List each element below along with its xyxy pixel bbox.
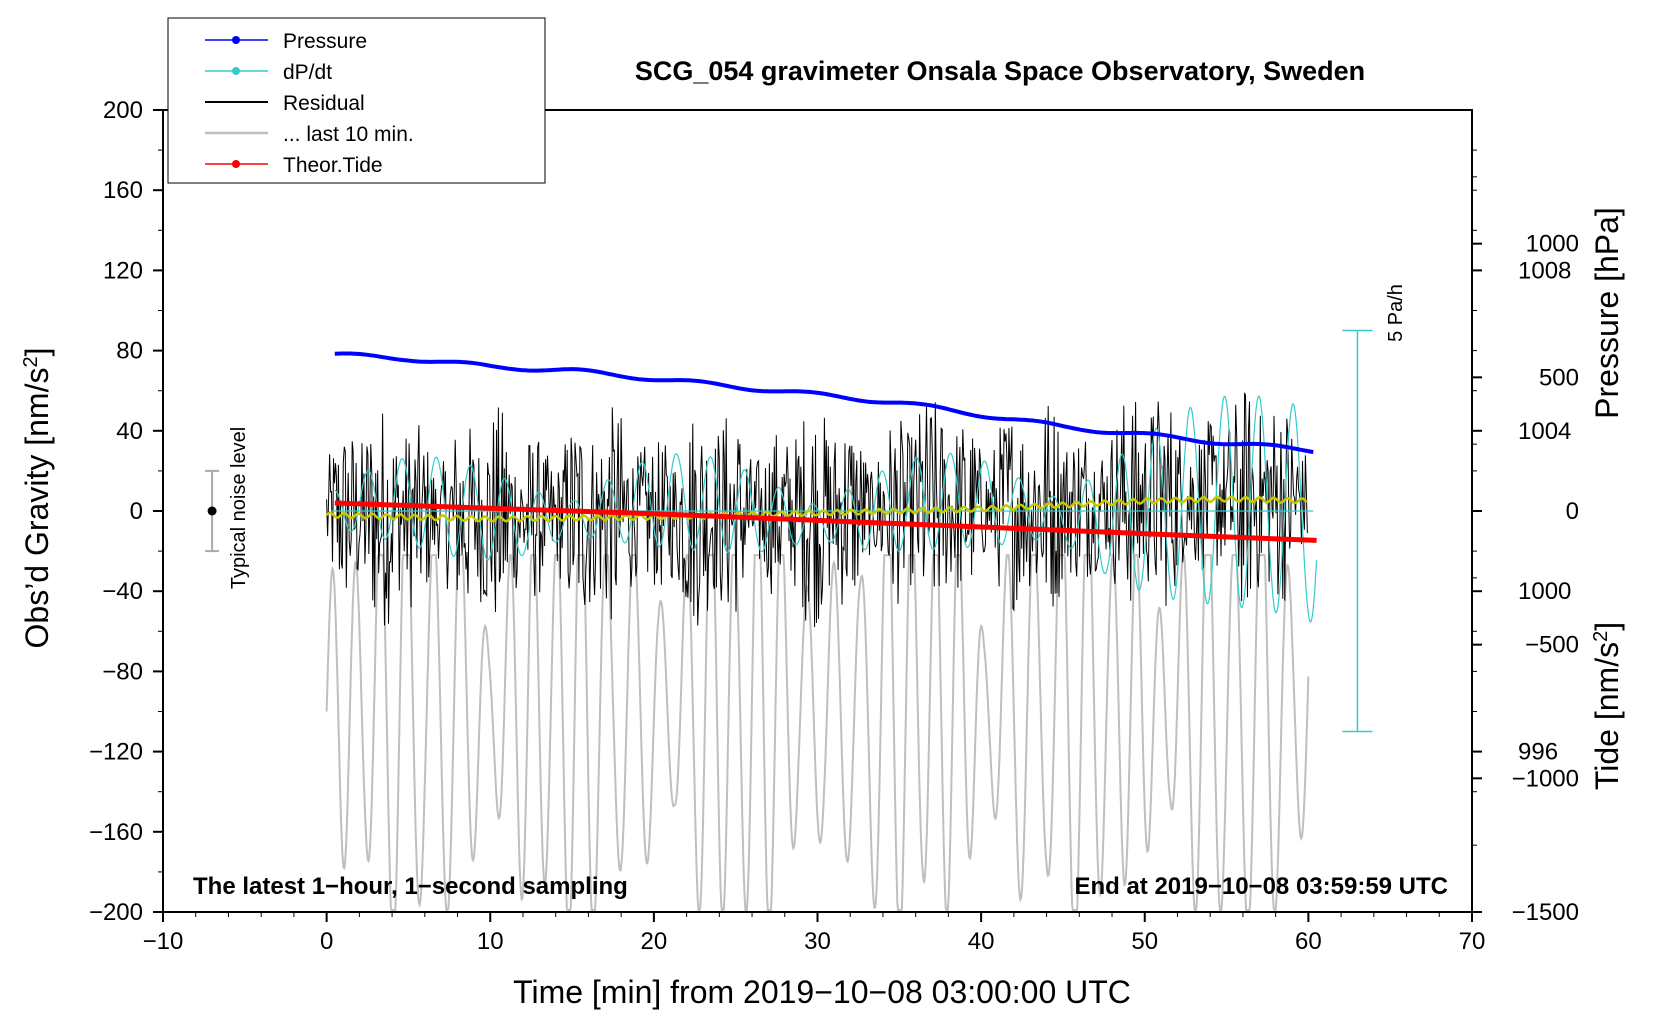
y-axis-title-tide: Tide [nm/s2] [1589, 622, 1625, 790]
x-tick-label: 20 [641, 928, 668, 955]
legend-marker [232, 67, 240, 75]
tide-tick-label: 1000 [1526, 231, 1579, 258]
note-end-time: End at 2019−10−08 03:59:59 UTC [1074, 873, 1448, 900]
x-tick-label: 50 [1131, 928, 1158, 955]
tide-line [334, 500, 1317, 543]
y-tick-label: 80 [116, 338, 143, 365]
y-tick-label: −200 [89, 899, 143, 926]
x-axis-title: Time [min] from 2019−10−08 03:00:00 UTC [513, 974, 1131, 1010]
chart-title: SCG_054 gravimeter Onsala Space Observat… [635, 56, 1365, 86]
residual-smoothed-line [325, 495, 1308, 523]
pressure-tick-label: 1008 [1518, 257, 1571, 284]
pressure-tick-label: 1000 [1518, 578, 1571, 605]
legend: Pressure dP/dt Residual ... last 10 min. The… [167, 17, 546, 184]
tide-tick-label: 0 [1566, 498, 1579, 525]
x-tick-label: 40 [968, 928, 995, 955]
pressure-tick-label: 1004 [1518, 418, 1571, 445]
y-tick-label: 40 [116, 418, 143, 445]
x-tick-label: 10 [477, 928, 504, 955]
pressure-series [334, 351, 1314, 455]
pressure-line [334, 351, 1314, 455]
y-tick-label: 200 [103, 97, 143, 124]
x-tick-label: 60 [1295, 928, 1322, 955]
legend-box [167, 17, 546, 184]
last-10-min-series [325, 553, 1310, 911]
y-axis-title-pressure: Pressure [hPa] [1589, 207, 1625, 419]
y-tick-label: 0 [130, 498, 143, 525]
noise-bar-dot [207, 506, 217, 516]
legend-label: dP/dt [283, 61, 332, 84]
legend-label: Residual [283, 92, 365, 115]
ticks: −10 0 10 20 30 40 50 60 70 −200 −160 −120 −80 −40 0 40 8… [89, 97, 1579, 955]
tide-tick-label: −1500 [1512, 899, 1579, 926]
last-10-min-line [325, 553, 1310, 911]
x-tick-label: 30 [804, 928, 831, 955]
legend-marker [232, 160, 240, 168]
tide-tick-label: −1000 [1512, 765, 1579, 792]
y-tick-label: −80 [102, 658, 143, 685]
x-tick-label: −10 [143, 928, 184, 955]
x-tick-label: 70 [1459, 928, 1486, 955]
y-tick-label: −120 [89, 739, 143, 766]
residual-line [326, 392, 1308, 628]
tide-tick-label: −500 [1525, 632, 1579, 659]
dpdt-scale-label: 5 Pa/h [1385, 284, 1407, 342]
tide-series [334, 500, 1317, 543]
legend-marker [232, 36, 240, 44]
y-tick-label: 160 [103, 177, 143, 204]
residual-smoothed-series [325, 495, 1308, 523]
x-tick-label: 0 [320, 928, 333, 955]
legend-label: Pressure [283, 30, 367, 53]
y-axis-title-left: Obs’d Gravity [nm/s2] [19, 348, 55, 649]
legend-label: Theor.Tide [283, 154, 383, 177]
legend-label: ... last 10 min. [283, 123, 414, 146]
y-tick-label: −160 [89, 819, 143, 846]
tide-tick-label: 500 [1539, 364, 1579, 391]
y-tick-label: −40 [102, 578, 143, 605]
noise-level-label: Typical noise level [228, 427, 250, 589]
pressure-tick-label: 996 [1518, 739, 1558, 766]
note-sampling: The latest 1−hour, 1−second sampling [193, 873, 628, 900]
y-tick-label: 120 [103, 257, 143, 284]
annotations [205, 329, 1373, 733]
residual-series [326, 392, 1308, 628]
dpdt-line [334, 395, 1318, 623]
